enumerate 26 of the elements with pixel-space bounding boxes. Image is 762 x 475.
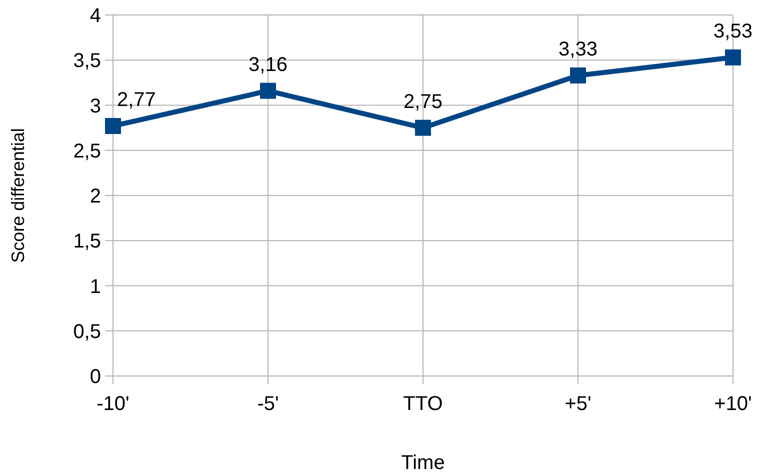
point xyxy=(725,49,741,66)
data-label: 2,77 xyxy=(117,89,156,112)
data-label: 3,33 xyxy=(558,38,598,60)
y-tick-label: 1 xyxy=(90,276,101,298)
y-tick-label: 4 xyxy=(90,5,101,27)
y-tick-label: 0 xyxy=(90,366,101,388)
point xyxy=(260,82,276,99)
x-tick-label: +5' xyxy=(564,393,592,415)
y-tick-label: 2,5 xyxy=(73,140,101,162)
y-axis-title: Score differential xyxy=(8,128,28,263)
y-tick-label: 0,5 xyxy=(73,320,101,343)
y-tick-label: 3 xyxy=(90,95,101,118)
x-tick-label: TTO xyxy=(403,393,443,415)
data-label: 3,53 xyxy=(714,20,752,42)
point xyxy=(415,120,431,136)
x-tick-label: -5' xyxy=(257,393,279,415)
data-label: 3,16 xyxy=(248,54,288,76)
point xyxy=(105,118,121,134)
x-tick-label: -10' xyxy=(96,393,130,415)
point xyxy=(570,67,586,84)
x-axis-title: Time xyxy=(401,452,445,474)
data-label: 2,75 xyxy=(404,90,442,113)
y-tick-label: 3,5 xyxy=(73,50,101,72)
y-tick-label: 1,5 xyxy=(73,230,101,253)
y-tick-label: 2 xyxy=(90,186,101,208)
x-tick-label: +10' xyxy=(714,393,752,415)
